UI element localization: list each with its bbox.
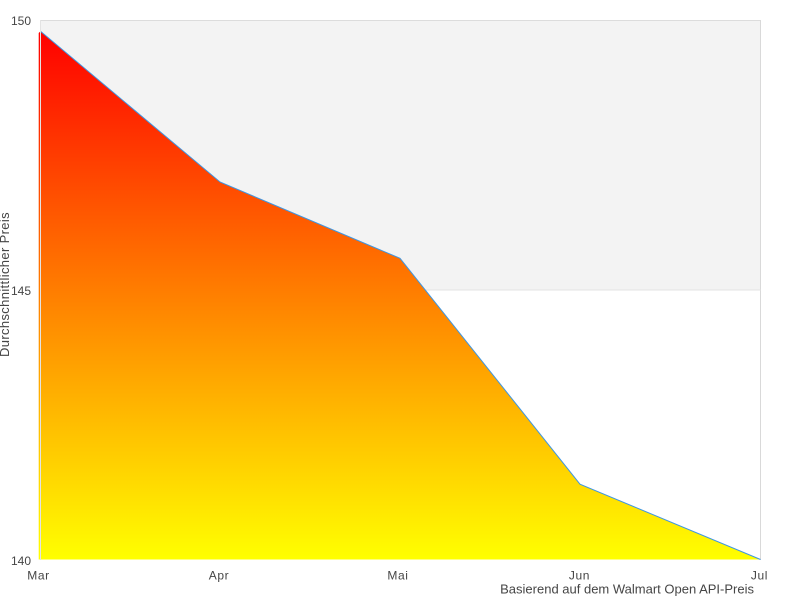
svg-text:Apr: Apr <box>209 568 229 582</box>
svg-text:Mai: Mai <box>387 568 408 582</box>
svg-text:140: 140 <box>11 554 31 568</box>
svg-text:Durchschnittlicher Preis: Durchschnittlicher Preis <box>0 212 12 357</box>
svg-text:Jul: Jul <box>751 568 768 582</box>
svg-text:145: 145 <box>11 284 31 298</box>
svg-text:Mar: Mar <box>27 568 49 582</box>
svg-text:Basierend auf dem Walmart Open: Basierend auf dem Walmart Open API-Preis <box>500 582 754 597</box>
svg-text:150: 150 <box>11 14 31 28</box>
svg-text:Jun: Jun <box>569 568 590 582</box>
